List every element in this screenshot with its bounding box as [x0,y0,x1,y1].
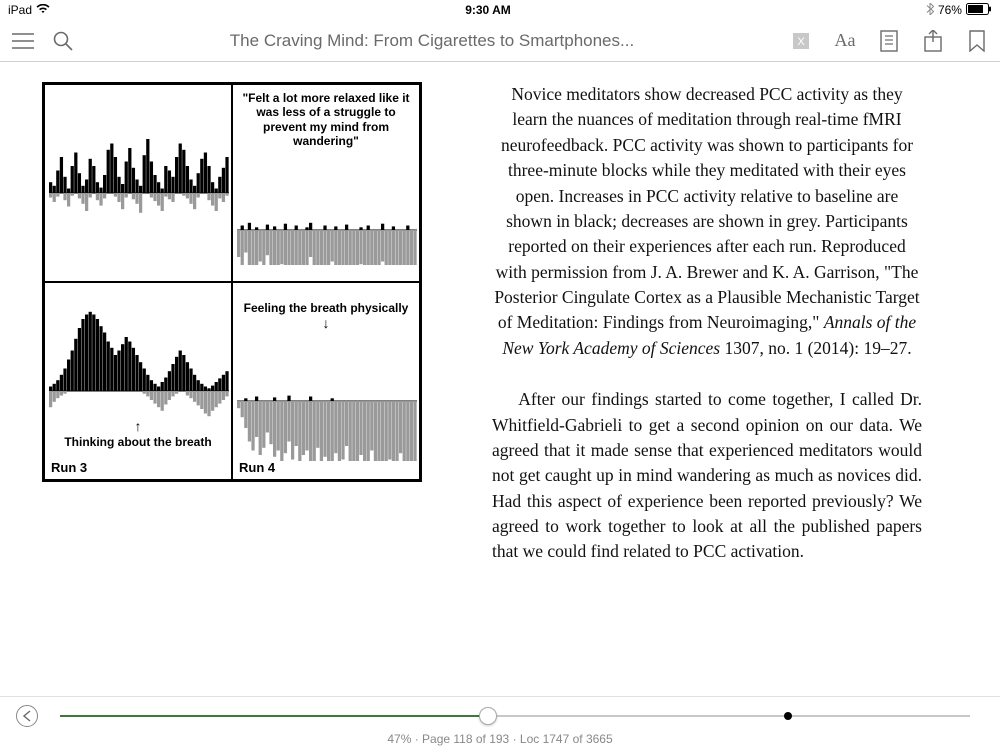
slider-thumb[interactable] [479,707,497,725]
run4-label: Run 4 [239,460,275,475]
device-label: iPad [8,3,32,17]
bars-chart-br [237,341,417,461]
progress-slider[interactable] [60,715,970,717]
panel-bottom-left: ↑ Thinking about the breath Run 3 [44,282,232,480]
menu-icon[interactable] [12,30,34,52]
caption-bottom-right: Feeling the breath physically ↓ [233,301,419,332]
caption-bottom-left: ↑ Thinking about the breath [45,418,231,449]
notes-icon[interactable] [878,30,900,52]
figure-caption-paragraph: Novice meditators show decreased PCC act… [492,82,922,361]
panel-bottom-right: Feeling the breath physically ↓ Run 4 [232,282,420,480]
reader-footer: 47% · Page 118 of 193 · Loc 1747 of 3665 [0,696,1000,750]
caption-top-right: "Felt a lot more relaxed like it was les… [233,91,419,149]
arrow-up-icon: ↑ [135,418,142,434]
bars-chart-tr [237,155,417,265]
battery-pct: 76% [938,3,962,17]
bars-chart-bl [49,291,229,421]
body-paragraph: After our findings started to come toget… [492,387,922,565]
run3-label: Run 3 [51,460,87,475]
arrow-down-icon: ↓ [323,315,330,331]
panel-top-left [44,84,232,282]
slider-fill [60,715,488,717]
page-info: 47% · Page 118 of 193 · Loc 1747 of 3665 [0,732,1000,746]
reader-toolbar: The Craving Mind: From Cigarettes to Sma… [0,20,1000,62]
figure-column: "Felt a lot more relaxed like it was les… [42,82,442,686]
clock: 9:30 AM [465,3,511,17]
page-content[interactable]: "Felt a lot more relaxed like it was les… [0,62,1000,696]
battery-icon [966,3,992,18]
search-icon[interactable] [52,30,74,52]
bluetooth-icon [926,3,934,18]
svg-text:X: X [797,36,805,48]
xray-icon[interactable]: X [790,30,812,52]
caption-part1: Novice meditators show decreased PCC act… [494,84,919,332]
bars-chart-tl [49,105,229,245]
caption-part2: 1307, no. 1 (2014): 19–27. [720,338,912,358]
back-button[interactable] [16,705,38,727]
book-title: The Craving Mind: From Cigarettes to Sma… [92,31,772,51]
share-icon[interactable] [922,30,944,52]
caption-bl-text: Thinking about the breath [64,435,211,449]
status-bar: iPad 9:30 AM 76% [0,0,1000,20]
caption-br-text: Feeling the breath physically [244,301,409,315]
text-column: Novice meditators show decreased PCC act… [492,82,922,686]
wifi-icon [36,3,50,17]
bookmark-icon[interactable] [966,30,988,52]
panel-top-right: "Felt a lot more relaxed like it was les… [232,84,420,282]
slider-marker-dot [784,712,792,720]
font-settings-button[interactable]: Aa [834,30,856,52]
figure-grid: "Felt a lot more relaxed like it was les… [42,82,422,482]
